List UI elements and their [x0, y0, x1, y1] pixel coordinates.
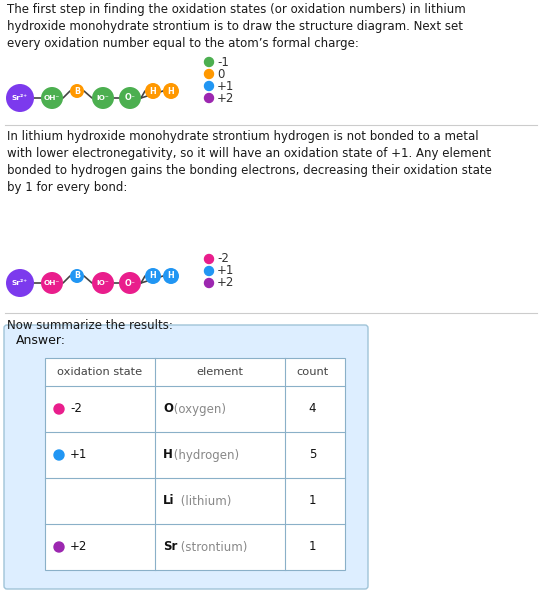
Text: O: O	[163, 402, 173, 416]
Text: +2: +2	[217, 91, 234, 105]
Text: +1: +1	[70, 448, 87, 462]
Text: -1: -1	[217, 56, 229, 69]
Circle shape	[119, 87, 141, 109]
Text: Sr: Sr	[163, 541, 177, 554]
Text: +1: +1	[217, 80, 234, 93]
Circle shape	[54, 404, 64, 414]
Circle shape	[204, 255, 214, 264]
Circle shape	[41, 272, 63, 294]
FancyBboxPatch shape	[4, 325, 368, 589]
Circle shape	[70, 269, 84, 283]
Text: element: element	[197, 367, 243, 377]
Circle shape	[54, 450, 64, 460]
Text: Li: Li	[163, 495, 175, 508]
Text: OH⁻: OH⁻	[44, 280, 60, 286]
Circle shape	[163, 268, 179, 284]
Circle shape	[204, 279, 214, 288]
Text: H: H	[150, 271, 157, 280]
Text: -2: -2	[70, 402, 82, 416]
Circle shape	[92, 272, 114, 294]
Text: +1: +1	[217, 264, 234, 277]
Text: 1: 1	[309, 495, 316, 508]
Text: oxidation state: oxidation state	[57, 367, 143, 377]
Circle shape	[145, 83, 161, 99]
Circle shape	[204, 57, 214, 66]
Text: 5: 5	[309, 448, 316, 462]
Text: H: H	[150, 87, 157, 96]
Circle shape	[204, 81, 214, 90]
Text: Now summarize the results:: Now summarize the results:	[7, 319, 173, 332]
Text: In lithium hydroxide monohydrate strontium hydrogen is not bonded to a metal
wit: In lithium hydroxide monohydrate stronti…	[7, 130, 492, 194]
Text: IO⁻: IO⁻	[96, 280, 109, 286]
Text: O⁻: O⁻	[125, 93, 136, 102]
Circle shape	[92, 87, 114, 109]
Text: OH⁻: OH⁻	[44, 95, 60, 101]
Text: H: H	[167, 271, 175, 280]
Text: B: B	[74, 271, 80, 280]
Circle shape	[6, 269, 34, 297]
Text: H: H	[163, 448, 173, 462]
Circle shape	[145, 268, 161, 284]
Circle shape	[119, 272, 141, 294]
Circle shape	[204, 93, 214, 102]
Circle shape	[54, 542, 64, 552]
FancyBboxPatch shape	[45, 358, 345, 570]
Circle shape	[204, 267, 214, 276]
Text: O⁻: O⁻	[125, 279, 136, 288]
Circle shape	[163, 83, 179, 99]
Text: 0: 0	[217, 68, 224, 81]
Circle shape	[70, 84, 84, 98]
Circle shape	[41, 87, 63, 109]
Text: +2: +2	[217, 276, 234, 289]
Text: IO⁻: IO⁻	[96, 95, 109, 101]
Text: (lithium): (lithium)	[177, 495, 231, 508]
Text: Sr²⁺: Sr²⁺	[12, 95, 28, 101]
Text: Answer:: Answer:	[16, 334, 66, 347]
Text: (strontium): (strontium)	[177, 541, 247, 554]
Text: The first step in finding the oxidation states (or oxidation numbers) in lithium: The first step in finding the oxidation …	[7, 3, 466, 50]
Text: (oxygen): (oxygen)	[170, 402, 226, 416]
Text: 4: 4	[309, 402, 316, 416]
Text: +2: +2	[70, 541, 87, 554]
Text: Sr²⁺: Sr²⁺	[12, 280, 28, 286]
Circle shape	[6, 84, 34, 112]
Text: (hydrogen): (hydrogen)	[170, 448, 239, 462]
Text: count: count	[296, 367, 328, 377]
Text: H: H	[167, 87, 175, 96]
Circle shape	[204, 69, 214, 78]
Text: -2: -2	[217, 252, 229, 266]
Text: B: B	[74, 87, 80, 96]
Text: 1: 1	[309, 541, 316, 554]
